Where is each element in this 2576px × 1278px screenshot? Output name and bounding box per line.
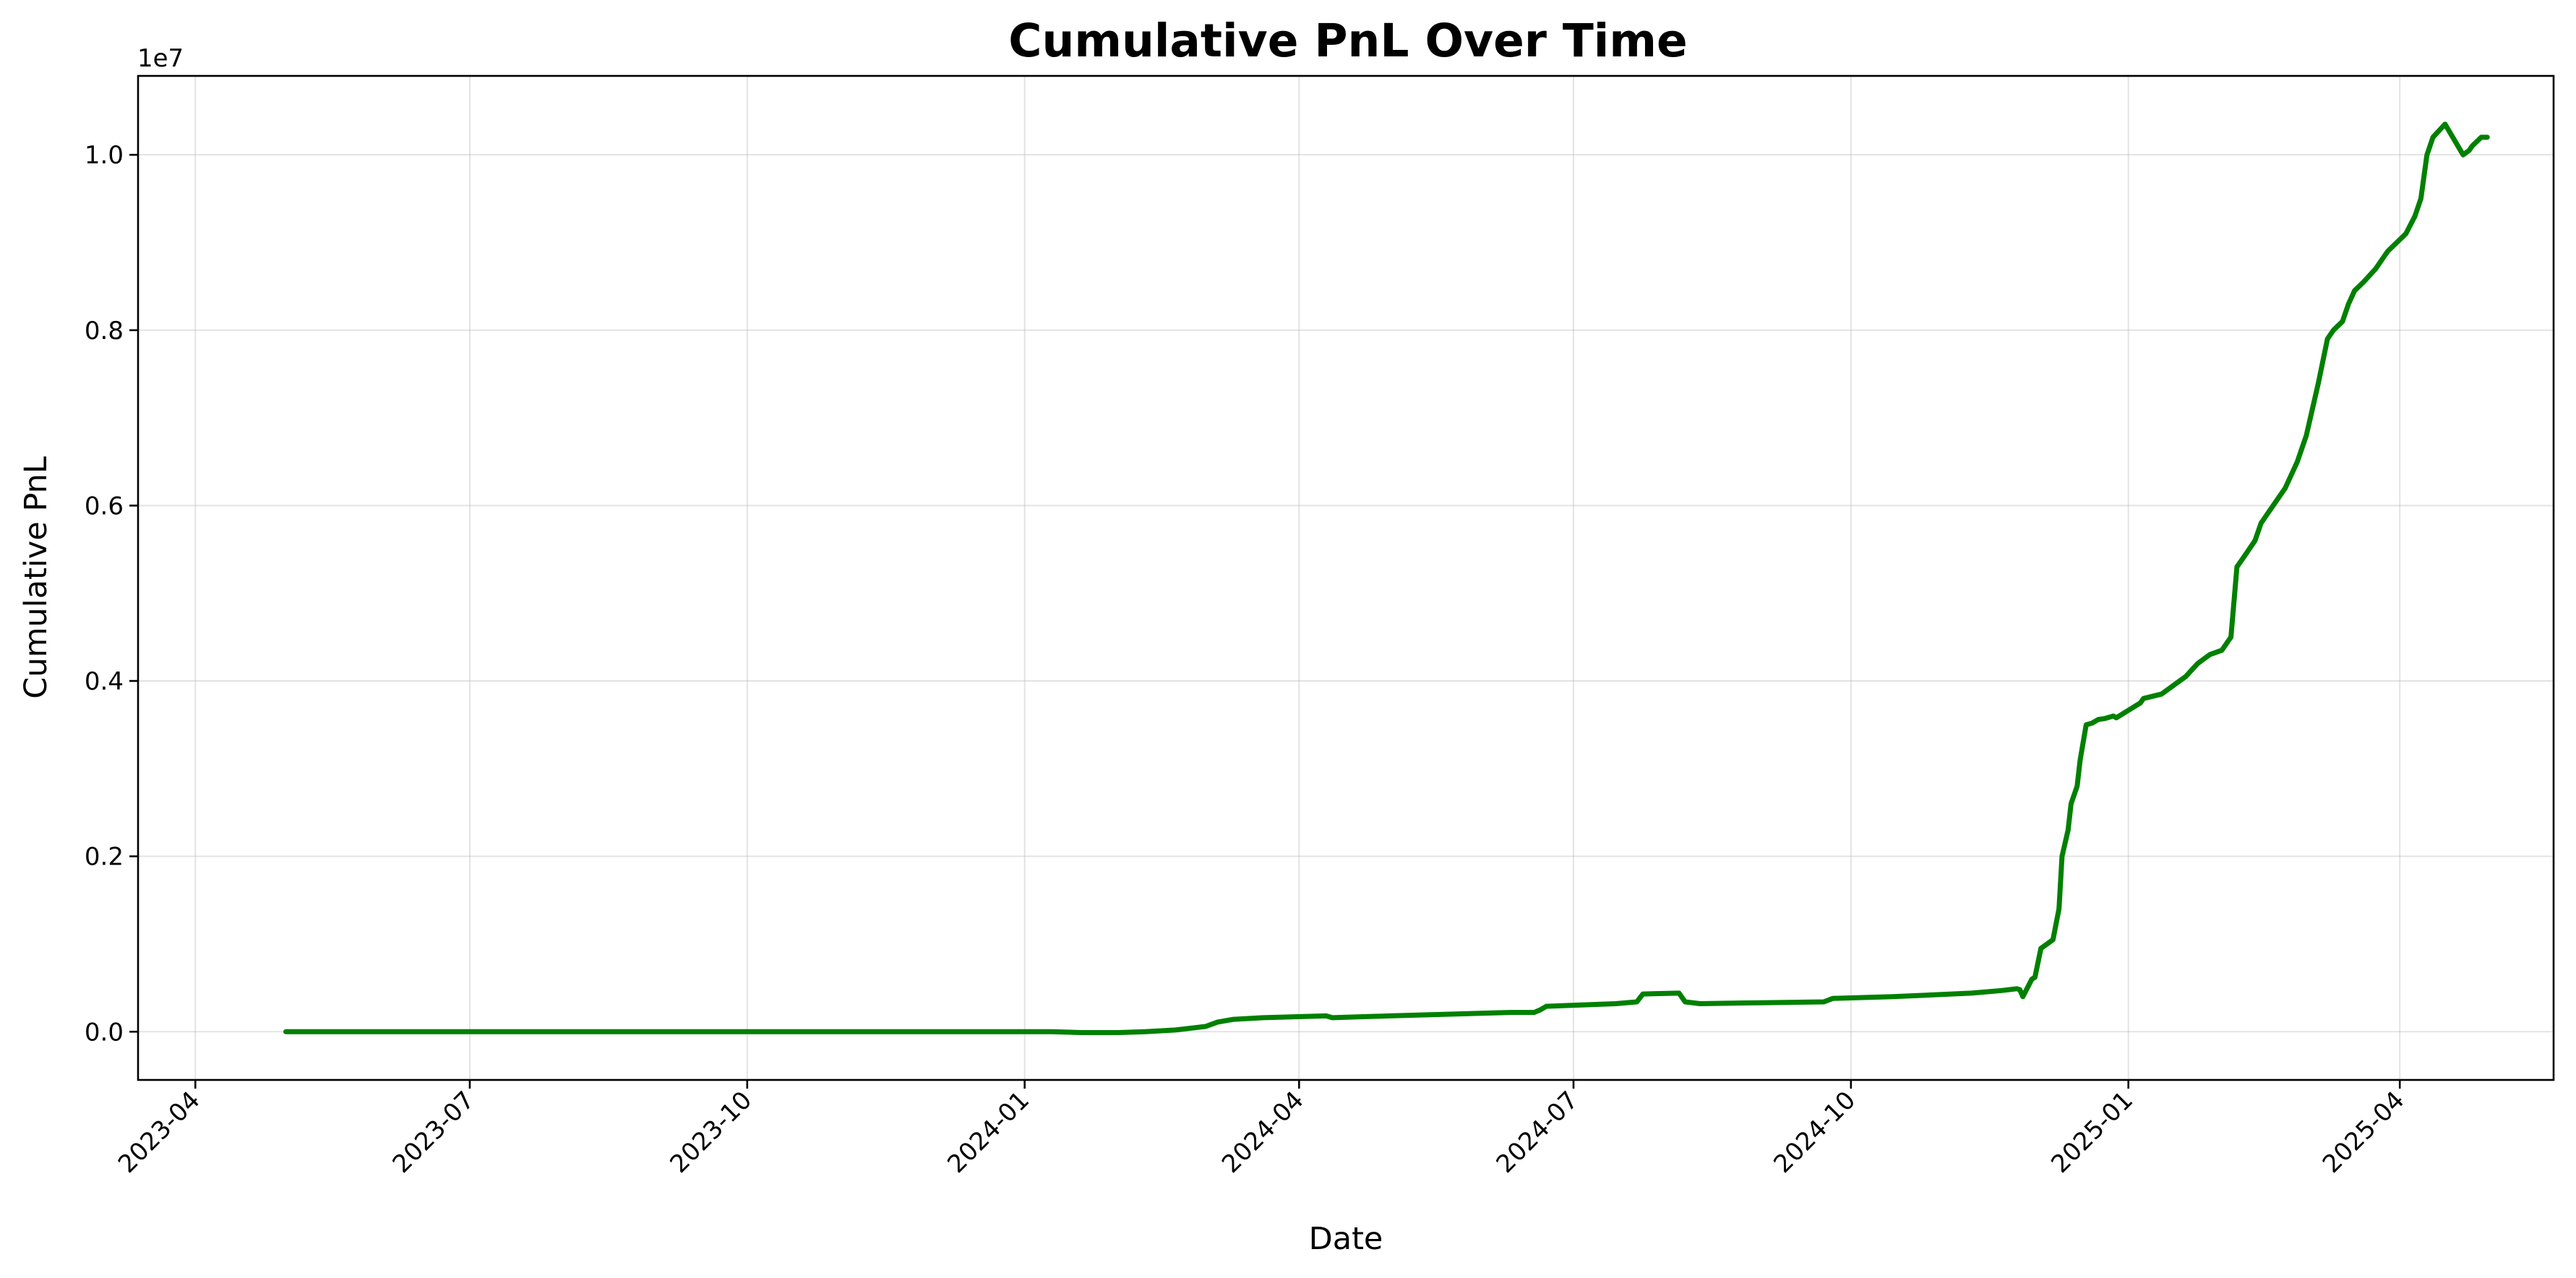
chart-title: Cumulative PnL Over Time [1008,14,1688,67]
y-axis: 0.0 0.2 0.4 0.6 0.8 1.0 [85,141,138,1047]
x-tick-label: 2023-07 [387,1086,481,1179]
x-tick-label: 2024-04 [1216,1086,1310,1179]
plot-frame [137,74,2555,1081]
y-tick-label: 1.0 [85,141,124,170]
x-axis-label: Date [1309,1221,1383,1257]
y-tick-label: 0.0 [85,1018,124,1047]
y-axis-label: Cumulative PnL [18,456,54,699]
x-tick-label: 2023-10 [664,1086,757,1179]
y-tick-label: 0.4 [85,667,124,696]
grid [138,76,2554,1080]
y-offset-label: 1e7 [137,44,184,73]
series-line [283,121,2490,1035]
y-tick-label: 0.2 [85,843,124,872]
data-layer [283,121,2490,1035]
x-axis: 2023-04 2023-07 2023-10 2024-01 2024-04 2024-… [113,1080,2410,1179]
x-tick-label: 2025-04 [2317,1086,2410,1179]
y-tick-label: 0.6 [85,492,124,520]
x-tick-label: 2024-10 [1768,1086,1861,1179]
x-tick-label: 2024-07 [1491,1086,1584,1179]
x-tick-label: 2023-04 [113,1086,206,1179]
x-tick-label: 2025-01 [2045,1086,2139,1179]
x-tick-label: 2024-01 [942,1086,1035,1179]
y-tick-label: 0.8 [85,317,124,346]
